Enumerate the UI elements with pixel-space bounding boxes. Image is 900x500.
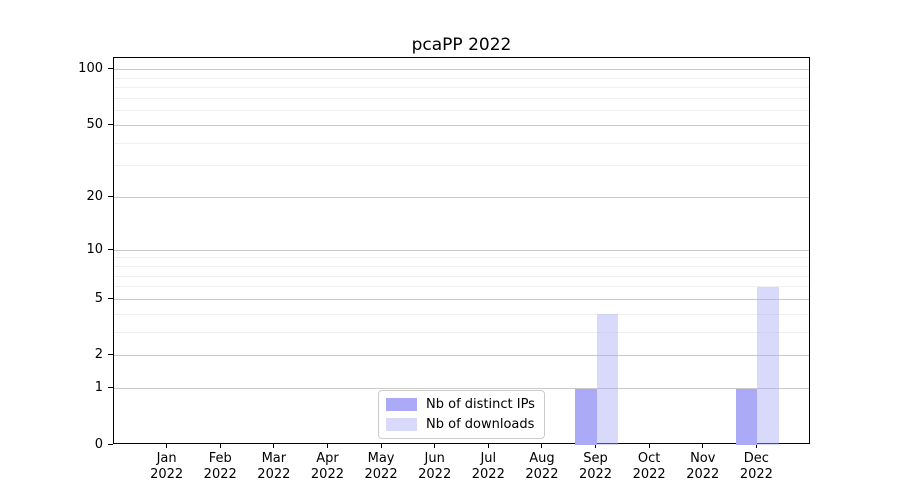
x-tick-mark: [219, 444, 221, 448]
x-tick-mark: [487, 444, 489, 448]
chart-title: pcaPP 2022: [411, 35, 512, 55]
legend: Nb of distinct IPs Nb of downloads: [378, 390, 545, 439]
y-tick-label: 100: [78, 61, 103, 77]
legend-item-downloads: Nb of downloads: [386, 416, 535, 433]
x-tick-label: Jan 2022: [150, 451, 184, 482]
x-tick-mark: [595, 444, 597, 448]
x-tick-label: Oct 2022: [632, 451, 666, 482]
gridline-minor: [114, 98, 809, 100]
x-tick-mark: [648, 444, 650, 448]
x-tick-label: Mar 2022: [257, 451, 291, 482]
x-tick-mark: [166, 444, 168, 448]
plot-area: [113, 57, 810, 445]
gridline-major: [114, 298, 809, 300]
y-tick-label: 20: [86, 189, 103, 205]
gridline-major: [114, 69, 809, 71]
y-tick-label: 5: [94, 290, 103, 306]
y-tick-mark: [108, 297, 113, 299]
legend-item-distinct-ips: Nb of distinct IPs: [386, 396, 535, 413]
gridline-major: [114, 124, 809, 126]
gridline-minor: [114, 265, 809, 267]
y-tick-label: 50: [86, 116, 103, 132]
gridline-minor: [114, 110, 809, 112]
legend-swatch-downloads-icon: [386, 418, 417, 431]
y-tick-label: 2: [94, 347, 103, 363]
gridline-minor: [114, 142, 809, 144]
gridline-major: [114, 355, 809, 357]
y-tick-mark: [108, 443, 113, 445]
gridline-minor: [114, 313, 809, 315]
x-tick-label: Jul 2022: [471, 451, 505, 482]
x-tick-mark: [326, 444, 328, 448]
x-tick-label: Apr 2022: [310, 451, 344, 482]
gridline-minor: [114, 257, 809, 259]
bar-downloads: [596, 314, 618, 445]
bar-downloads: [757, 286, 779, 445]
y-tick-mark: [108, 196, 113, 198]
y-tick-mark: [108, 354, 113, 356]
y-tick-label: 1: [94, 380, 103, 396]
x-tick-mark: [702, 444, 704, 448]
bar-distinct-ips: [575, 388, 597, 445]
y-tick-mark: [108, 68, 113, 70]
x-tick-label: Nov 2022: [686, 451, 720, 482]
gridline-minor: [114, 331, 809, 333]
x-tick-label: Feb 2022: [203, 451, 237, 482]
gridline-major: [114, 388, 809, 390]
gridline-minor: [114, 275, 809, 277]
gridline-minor: [114, 286, 809, 288]
legend-swatch-distinct-ips-icon: [386, 398, 417, 411]
gridline-minor: [114, 165, 809, 167]
y-tick-label: 0: [94, 436, 103, 452]
x-tick-mark: [755, 444, 757, 448]
x-tick-mark: [541, 444, 543, 448]
y-tick-label: 10: [86, 241, 103, 257]
x-tick-mark: [273, 444, 275, 448]
legend-label-downloads: Nb of downloads: [426, 417, 535, 432]
y-tick-mark: [108, 387, 113, 389]
bar-distinct-ips: [735, 388, 758, 445]
gridline-major: [114, 197, 809, 199]
x-tick-label: Sep 2022: [578, 451, 613, 482]
x-tick-label: Aug 2022: [525, 451, 559, 482]
x-tick-label: Dec 2022: [739, 451, 773, 482]
y-tick-mark: [108, 248, 113, 250]
gridline-major: [114, 249, 809, 251]
y-tick-mark: [108, 123, 113, 125]
x-tick-mark: [434, 444, 436, 448]
x-tick-label: May 2022: [364, 451, 398, 482]
gridline-minor: [114, 87, 809, 89]
gridline-minor: [114, 77, 809, 79]
x-tick-mark: [380, 444, 382, 448]
legend-label-distinct-ips: Nb of distinct IPs: [426, 397, 535, 412]
x-tick-label: Jun 2022: [418, 451, 452, 482]
